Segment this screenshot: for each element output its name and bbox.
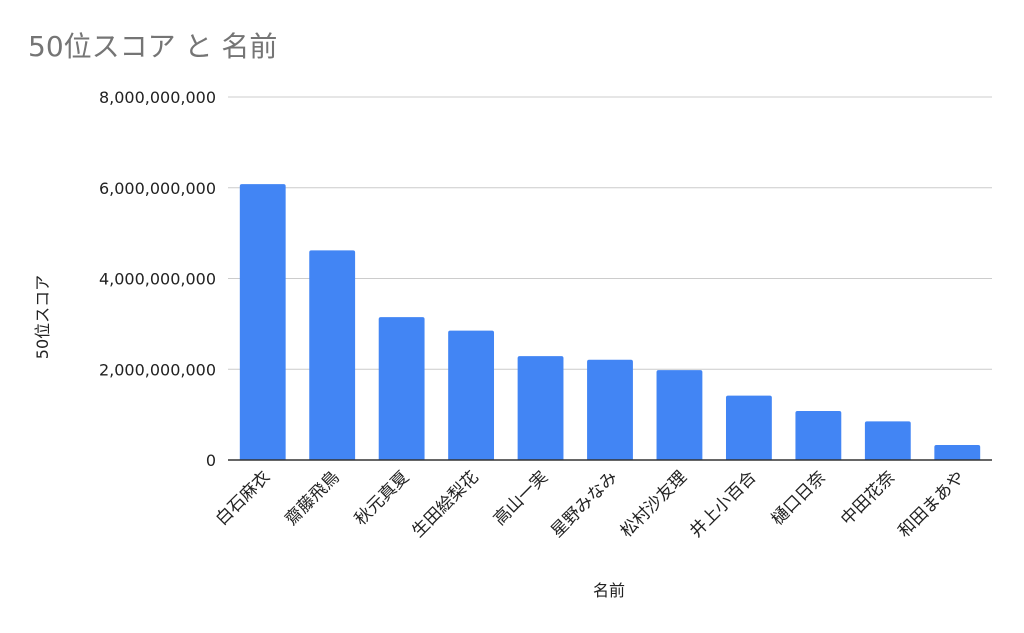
- y-axis-label: 50位スコア: [33, 275, 52, 359]
- bar: [934, 445, 981, 460]
- y-tick-label: 8,000,000,000: [99, 88, 216, 107]
- bar: [309, 250, 356, 460]
- x-tick-label: 星野みなみ: [547, 467, 621, 541]
- x-tick-label: 白石麻衣: [212, 467, 274, 529]
- y-tick-label: 4,000,000,000: [99, 270, 216, 289]
- y-axis-ticks: 0 2,000,000,000 4,000,000,000 6,000,000,000…: [99, 88, 216, 470]
- bar: [517, 356, 564, 460]
- chart-title: 50位スコア と 名前: [28, 30, 277, 63]
- bar: [656, 370, 703, 460]
- bar: [448, 330, 495, 460]
- bar: [864, 421, 911, 460]
- bar: [378, 317, 425, 460]
- x-tick-label: 樋口日奈: [768, 467, 830, 529]
- y-tick-label: 2,000,000,000: [99, 360, 216, 379]
- x-tick-label: 齋藤飛鳥: [281, 467, 343, 529]
- x-axis-label: 名前: [593, 581, 625, 600]
- bar: [239, 184, 286, 460]
- x-tick-label: 生田絵梨花: [408, 467, 482, 541]
- x-tick-label: 和田まあや: [895, 467, 969, 541]
- x-tick-label: 高山一実: [490, 467, 552, 529]
- x-tick-label: 井上小百合: [686, 467, 760, 541]
- y-tick-label: 0: [206, 451, 216, 470]
- x-tick-label: 中田花奈: [837, 467, 899, 529]
- x-tick-label: 秋元真夏: [351, 467, 413, 529]
- bar: [587, 359, 633, 460]
- bar: [795, 410, 842, 460]
- x-tick-label: 松村沙友理: [617, 467, 691, 541]
- bars: [239, 184, 981, 460]
- bar: [725, 395, 772, 460]
- y-tick-label: 6,000,000,000: [99, 179, 216, 198]
